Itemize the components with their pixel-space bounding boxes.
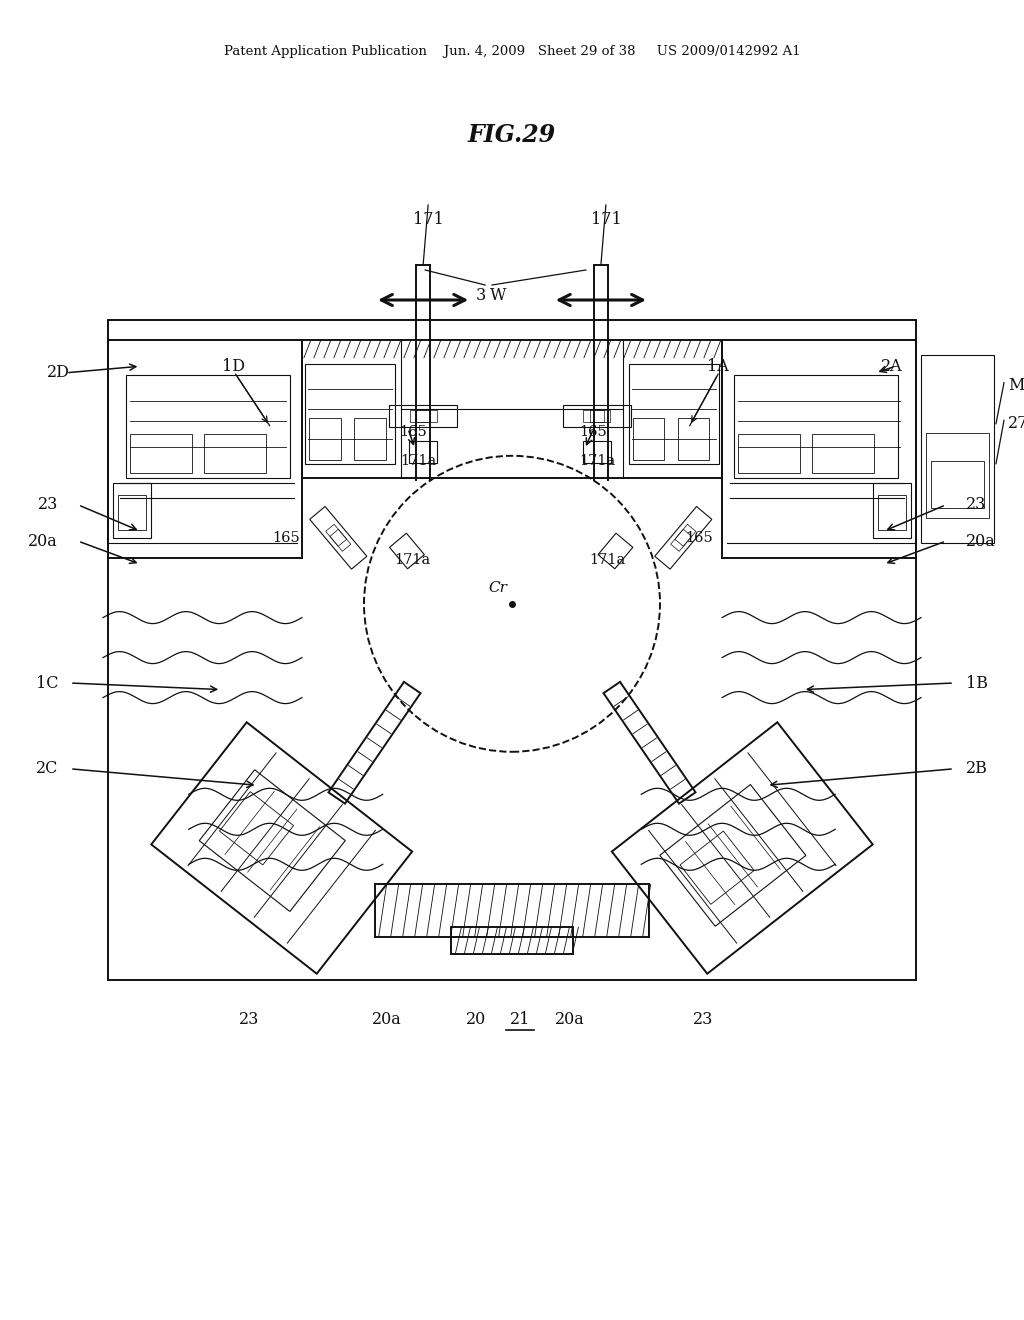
- Bar: [108, 319, 916, 979]
- Text: 2B: 2B: [966, 760, 988, 777]
- Bar: [878, 495, 906, 529]
- Text: 165: 165: [579, 425, 606, 440]
- Text: 2C: 2C: [36, 760, 58, 777]
- Bar: [629, 364, 719, 465]
- Bar: [126, 375, 290, 478]
- Text: 171a: 171a: [394, 553, 430, 568]
- Bar: [633, 418, 665, 461]
- Text: 171: 171: [591, 211, 622, 228]
- Bar: [108, 339, 302, 557]
- Bar: [738, 433, 801, 473]
- Bar: [921, 355, 994, 543]
- Text: 2D: 2D: [46, 364, 70, 381]
- Bar: [873, 483, 911, 537]
- Text: Patent Application Publication    Jun. 4, 2009   Sheet 29 of 38     US 2009/0142: Patent Application Publication Jun. 4, 2…: [223, 45, 801, 58]
- Text: 23: 23: [693, 1011, 714, 1028]
- Bar: [931, 461, 984, 508]
- Text: 171a: 171a: [400, 454, 436, 469]
- Text: 171a: 171a: [590, 553, 626, 568]
- Bar: [734, 375, 898, 478]
- Text: 21: 21: [510, 1011, 530, 1028]
- Text: 165: 165: [399, 425, 427, 440]
- Text: FIG.29: FIG.29: [468, 123, 556, 147]
- Bar: [204, 433, 266, 473]
- Text: 20a: 20a: [372, 1011, 401, 1028]
- Text: 20a: 20a: [966, 532, 995, 549]
- Bar: [354, 418, 386, 461]
- Text: 23: 23: [38, 496, 58, 513]
- Bar: [812, 433, 874, 473]
- Text: 23: 23: [240, 1011, 260, 1028]
- Text: 1A: 1A: [708, 358, 729, 375]
- Bar: [130, 433, 193, 473]
- Text: 1D: 1D: [222, 358, 245, 375]
- Text: 3: 3: [476, 286, 486, 304]
- Bar: [722, 339, 916, 557]
- Bar: [113, 483, 151, 537]
- Bar: [678, 418, 709, 461]
- Text: M2: M2: [1008, 378, 1024, 395]
- Text: 1C: 1C: [36, 675, 58, 692]
- Text: 165: 165: [272, 531, 300, 545]
- Text: 23: 23: [966, 496, 986, 513]
- Bar: [926, 433, 989, 517]
- Text: Cr: Cr: [488, 581, 508, 595]
- Bar: [302, 339, 722, 478]
- Text: 20a: 20a: [555, 1011, 585, 1028]
- Bar: [118, 495, 146, 529]
- Text: 1B: 1B: [966, 675, 988, 692]
- Text: 2A: 2A: [881, 358, 902, 375]
- Bar: [309, 418, 341, 461]
- Bar: [305, 364, 395, 465]
- Text: 27: 27: [1008, 414, 1024, 432]
- Bar: [375, 884, 649, 937]
- Text: 20: 20: [466, 1011, 485, 1028]
- Text: 171: 171: [413, 211, 443, 228]
- Text: W: W: [489, 286, 506, 304]
- Text: 171a: 171a: [580, 454, 615, 469]
- Text: 165: 165: [685, 531, 714, 545]
- Text: 20a: 20a: [29, 532, 58, 549]
- Bar: [452, 927, 572, 953]
